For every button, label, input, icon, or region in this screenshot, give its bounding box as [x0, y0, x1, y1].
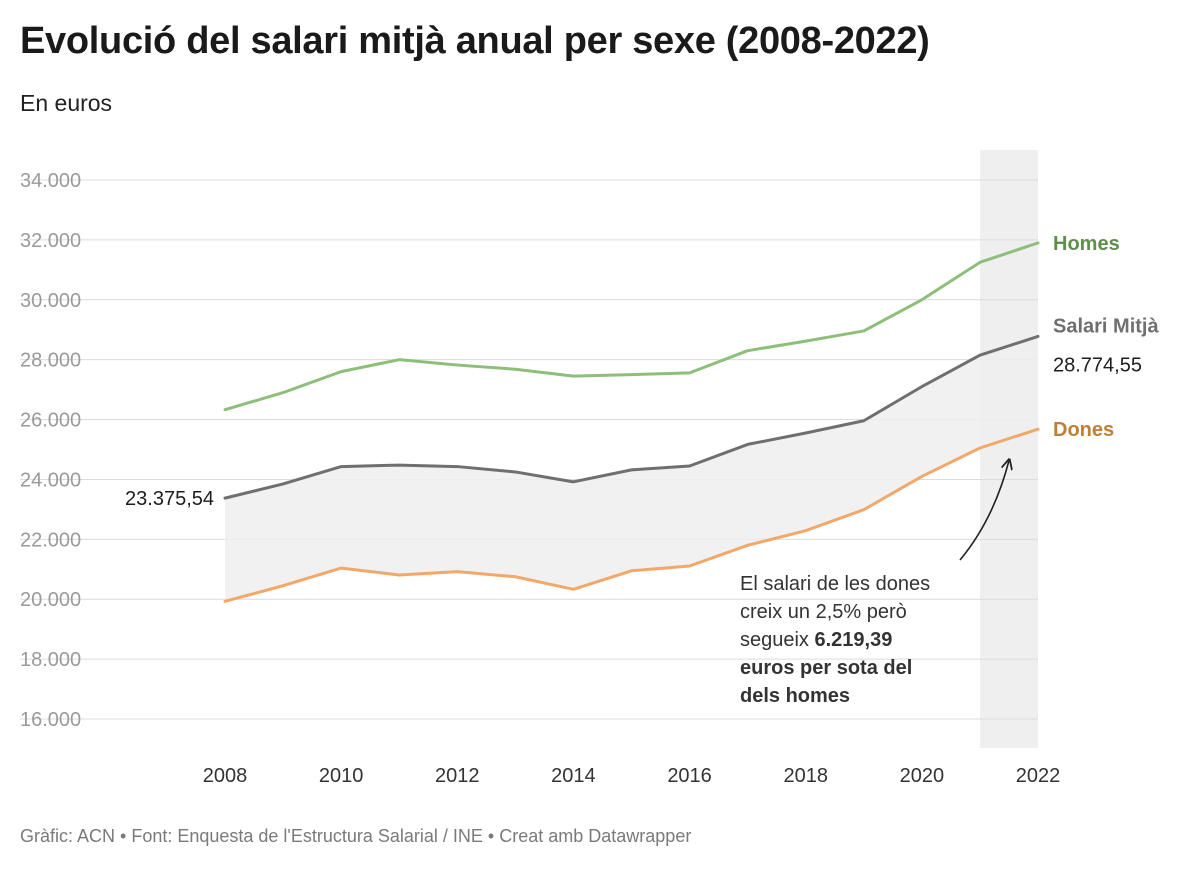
series-lines: [223, 241, 1040, 603]
annotation-arrow: [959, 461, 1009, 561]
chart-title: Evolució del salari mitjà anual per sexe…: [20, 20, 930, 62]
x-tick-label: 2022: [1016, 765, 1061, 787]
start-value-label: 23.375,54: [125, 488, 214, 510]
annotation-bold-value: 6.219,39: [815, 629, 893, 651]
y-tick-label: 18.000: [20, 649, 81, 671]
annotation: El salari de les dones creix un 2,5% però…: [740, 461, 1009, 707]
y-tick-label: 34.000: [20, 170, 81, 192]
series-label-mitja: Salari Mitjà: [1053, 315, 1159, 337]
y-tick-label: 20.000: [20, 589, 81, 611]
y-tick-label: 26.000: [20, 410, 81, 432]
chart-footer: Gràfic: ACN • Font: Enquesta de l'Estruc…: [20, 826, 692, 846]
y-tick-label: 30.000: [20, 290, 81, 312]
chart-subtitle: En euros: [20, 90, 113, 116]
gap-area-mitja-dones: [225, 336, 1038, 602]
series-label-dones: Dones: [1053, 419, 1114, 441]
x-tick-label: 2016: [667, 765, 712, 787]
x-tick-label: 2012: [435, 765, 480, 787]
annotation-line: El salari de les dones: [740, 573, 930, 595]
series-labels: Homes Salari Mitjà 28.774,55 Dones 23.375,54: [125, 233, 1159, 510]
series-line-dones: [223, 427, 1040, 603]
y-tick-label: 32.000: [20, 230, 81, 252]
annotation-bold-line: dels homes: [740, 685, 850, 707]
series-label-homes: Homes: [1053, 233, 1120, 255]
y-tick-label: 24.000: [20, 469, 81, 491]
x-tick-label: 2010: [319, 765, 364, 787]
y-axis: 16.000 18.000 20.000 22.000 24.000 26.000 28.0…: [20, 170, 81, 731]
x-tick-label: 2020: [900, 765, 945, 787]
x-axis: 2008 2010 2012 2014 2016 2018 2020 2022: [203, 765, 1061, 787]
x-tick-label: 2008: [203, 765, 248, 787]
end-value-label: 28.774,55: [1053, 354, 1142, 376]
y-tick-label: 16.000: [20, 709, 81, 731]
x-tick-label: 2014: [551, 765, 596, 787]
x-tick-label: 2018: [783, 765, 828, 787]
series-line-mitja: [223, 334, 1040, 500]
y-tick-label: 28.000: [20, 350, 81, 372]
y-tick-label: 22.000: [20, 529, 81, 551]
series-line-homes: [223, 241, 1040, 412]
annotation-line: creix un 2,5% però: [740, 601, 907, 623]
highlight-band-2021-2022: [979, 150, 1038, 748]
annotation-bold-line: euros per sota del: [740, 657, 912, 679]
annotation-line: segueix 6.219,39: [740, 629, 892, 651]
